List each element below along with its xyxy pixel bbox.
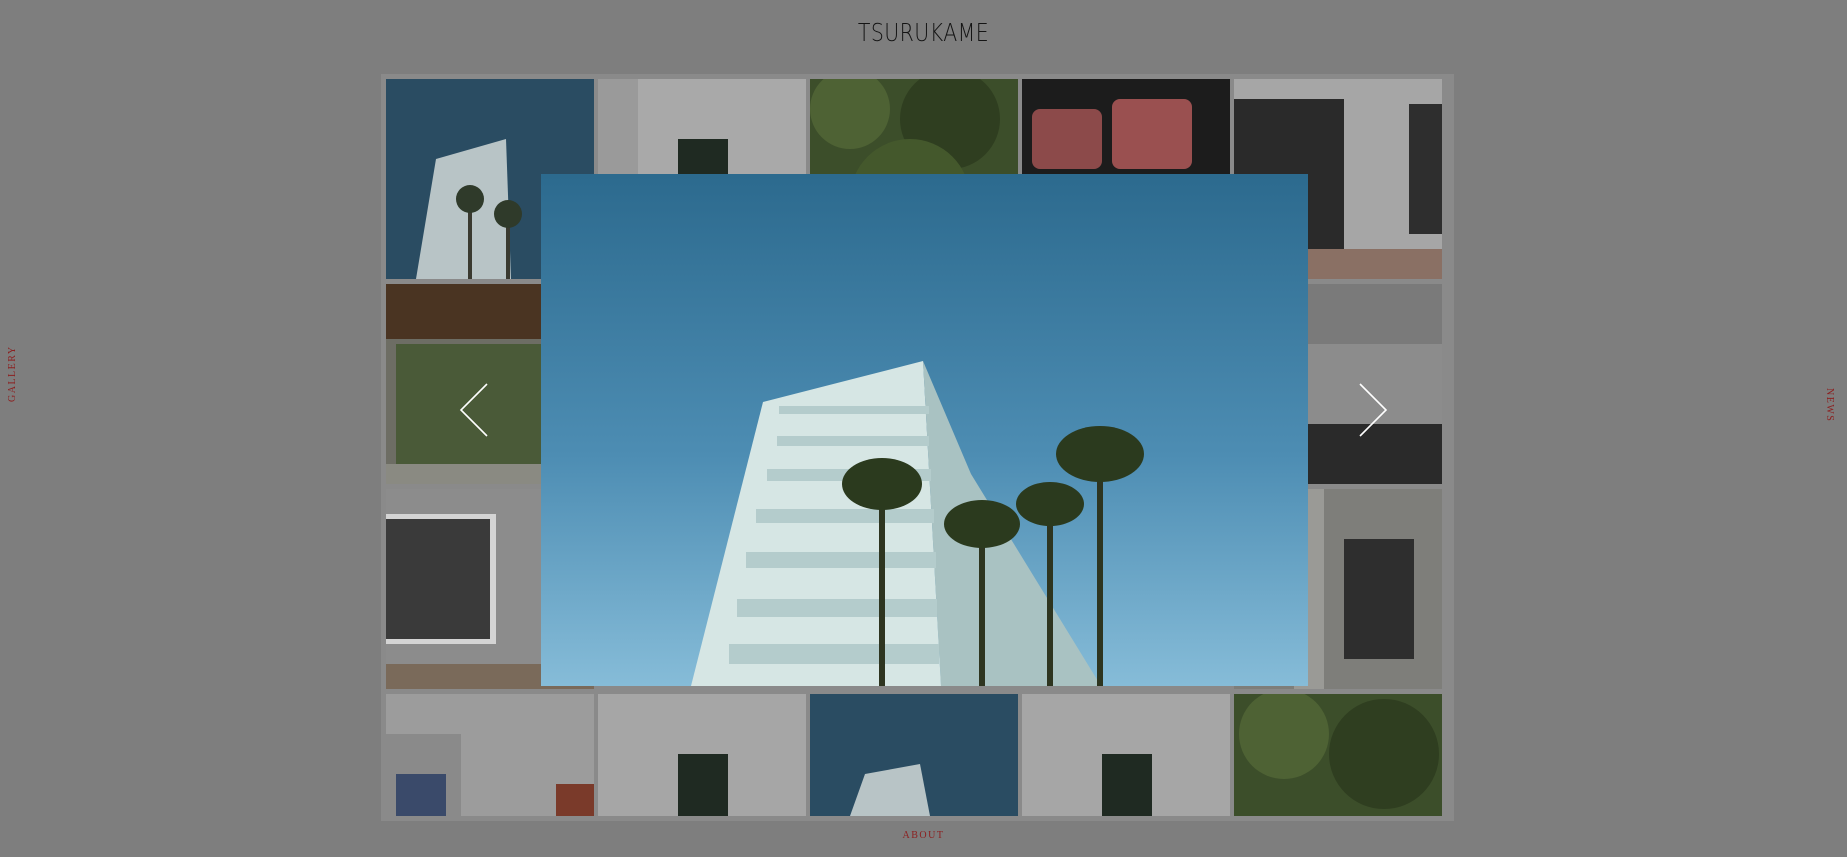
chevron-right-icon [1359, 383, 1388, 437]
chevron-left-icon [459, 383, 488, 437]
gallery-thumbnail[interactable] [598, 694, 806, 816]
lightbox-image [541, 174, 1308, 686]
gallery-thumbnail[interactable] [1234, 694, 1442, 816]
nav-gallery-link[interactable]: GALLERY [7, 345, 18, 402]
nav-news-link[interactable]: NEWS [1824, 388, 1835, 423]
gallery-thumbnail[interactable] [810, 694, 1018, 816]
site-logo[interactable]: TSURUKAME [857, 18, 990, 47]
previous-image-button[interactable] [455, 380, 495, 440]
gallery-thumbnail[interactable] [386, 694, 594, 816]
nav-about-link[interactable]: ABOUT [902, 830, 945, 841]
next-image-button[interactable] [1352, 380, 1392, 440]
gallery-thumbnail[interactable] [1022, 694, 1230, 816]
